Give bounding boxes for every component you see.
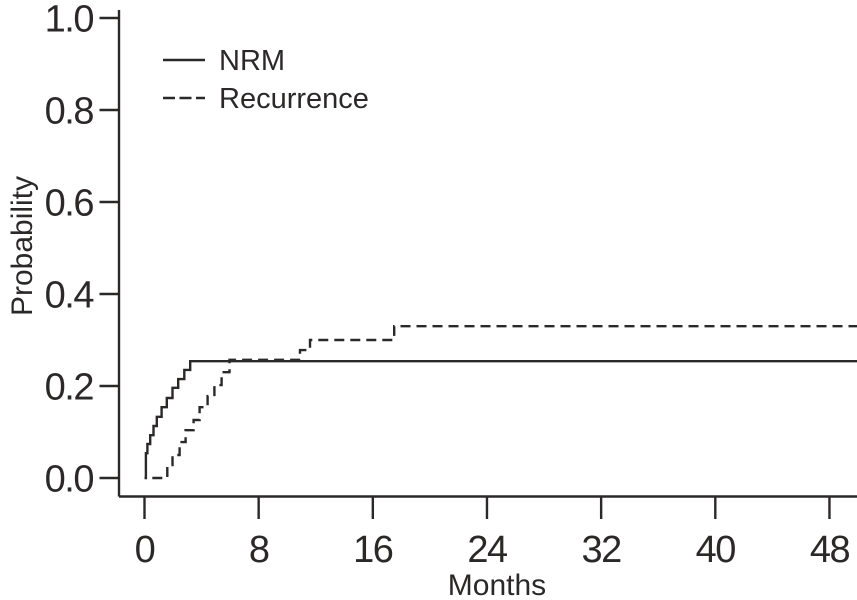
y-tick-label: 0.4 [45, 275, 95, 317]
nrm-curve [144, 360, 857, 480]
legend-label-recurrence: Recurrence [219, 83, 369, 115]
y-tick-label: 0.2 [45, 367, 94, 409]
y-tick-label: 0.8 [45, 91, 94, 133]
x-tick-label: 8 [249, 529, 269, 571]
y-tick-label: 0.0 [45, 459, 94, 501]
x-tick-label: 40 [696, 529, 736, 571]
x-tick-label: 24 [467, 529, 508, 571]
x-tick-label: 48 [810, 529, 850, 571]
x-axis-title: Months [448, 569, 546, 600]
y-tick-label: 0.6 [45, 183, 94, 225]
recurrence-curve [152, 325, 857, 480]
x-tick-label: 0 [135, 529, 155, 571]
legend-label-nrm: NRM [219, 45, 285, 77]
y-axis-title: Probability [6, 176, 39, 316]
x-tick-label: 16 [353, 529, 393, 571]
y-tick-label: 1.0 [45, 0, 94, 41]
x-tick-label: 32 [581, 529, 621, 571]
